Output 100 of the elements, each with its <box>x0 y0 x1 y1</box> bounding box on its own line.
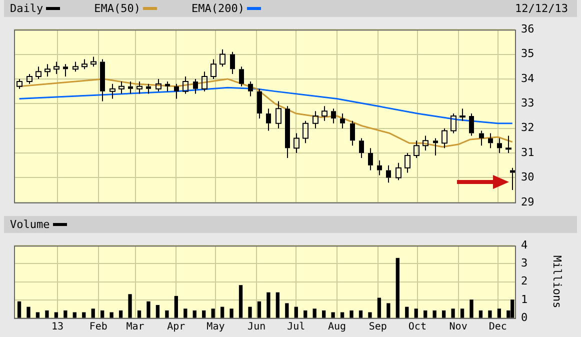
candlestick <box>239 66 244 87</box>
chart-title: Volume <box>10 218 50 231</box>
candlestick <box>506 135 512 154</box>
candlestick <box>266 108 271 132</box>
x-tick-label: Jun <box>248 322 266 333</box>
candlestick <box>488 132 493 149</box>
legend-label: EMA(50) <box>94 2 140 15</box>
bar <box>165 310 169 318</box>
y-tick-label: 31 <box>521 146 534 159</box>
candlestick <box>257 88 262 119</box>
bar <box>312 308 316 318</box>
bar <box>358 310 363 318</box>
bar <box>340 312 344 318</box>
candlestick <box>377 160 382 176</box>
bar <box>128 294 132 318</box>
bar <box>396 258 400 318</box>
bar <box>510 300 514 318</box>
candlestick <box>350 120 355 146</box>
candlestick <box>165 80 170 92</box>
candlestick <box>136 80 142 94</box>
bar <box>368 312 372 318</box>
y-tick-label: 29 <box>521 195 534 208</box>
bar <box>211 308 215 318</box>
bar <box>424 310 428 318</box>
bar <box>100 310 104 318</box>
candlestick <box>230 51 235 75</box>
candlestick <box>460 108 466 122</box>
bar <box>230 308 234 318</box>
bar <box>488 310 492 318</box>
bar <box>174 296 178 318</box>
candlestick <box>433 138 438 156</box>
bar <box>451 308 455 318</box>
candlestick <box>128 80 133 94</box>
bar <box>82 312 86 318</box>
candlestick <box>497 138 502 154</box>
bar <box>146 301 150 318</box>
bar <box>350 310 354 318</box>
y-tick-label: 36 <box>521 22 534 36</box>
x-tick-label: Jul <box>287 322 306 333</box>
bar <box>322 310 326 318</box>
bar <box>432 310 436 318</box>
bar <box>294 306 298 318</box>
x-tick-label: May <box>206 322 225 333</box>
bar <box>156 305 160 318</box>
x-tick-label: 13 <box>51 322 64 333</box>
bar <box>386 303 390 318</box>
y-tick-label: 2 <box>521 274 528 288</box>
bar <box>470 300 474 318</box>
candlestick <box>193 78 198 94</box>
y-tick-label: 0 <box>521 310 528 324</box>
candlestick <box>118 80 124 94</box>
bar <box>405 306 409 318</box>
bar <box>414 308 418 318</box>
candlestick <box>110 83 116 100</box>
y-tick-label: 30 <box>521 170 534 184</box>
x-tick-label: Apr <box>167 322 186 333</box>
y-tick-label: 34 <box>521 72 535 85</box>
chart-title: Daily <box>10 2 44 15</box>
bar <box>64 310 68 318</box>
bar <box>118 310 123 318</box>
bar <box>304 310 308 318</box>
candlestick <box>285 106 290 158</box>
candlestick <box>174 83 179 100</box>
bar <box>285 303 289 318</box>
candlestick <box>469 113 474 136</box>
bar <box>257 301 262 318</box>
candlestick <box>386 164 391 184</box>
bar <box>91 308 95 318</box>
y-tick-label: 4 <box>521 238 528 252</box>
x-tick-label: Nov <box>449 322 468 333</box>
bar <box>17 301 22 318</box>
y-tick-label: 33 <box>521 96 534 110</box>
y-tick-label: 35 <box>521 47 534 60</box>
candlestick <box>248 80 253 97</box>
bar <box>202 310 206 318</box>
candlestick <box>54 61 60 75</box>
candlestick <box>294 132 300 154</box>
bar <box>497 308 502 318</box>
bar <box>248 306 252 318</box>
y-tick-label: 3 <box>521 256 528 270</box>
candlestick <box>44 64 50 78</box>
x-tick-label: Dec <box>488 322 507 333</box>
bar <box>26 306 30 318</box>
candlestick <box>63 64 68 78</box>
text: 12/12/13 <box>515 1 568 17</box>
candlestick <box>146 83 151 94</box>
x-tick-label: Sep <box>368 322 387 333</box>
x-tick-label: Feb <box>89 322 108 333</box>
y-tick-label: 32 <box>521 121 534 134</box>
candlestick <box>510 167 515 191</box>
bar <box>266 292 270 318</box>
bar <box>276 292 280 318</box>
bar <box>478 310 483 318</box>
bar <box>45 310 49 318</box>
y-axis-title: Millions <box>550 255 564 308</box>
bar <box>137 310 142 318</box>
bar <box>220 306 224 318</box>
candlestick <box>340 113 345 129</box>
candlestick <box>359 138 364 158</box>
bar <box>72 312 76 318</box>
